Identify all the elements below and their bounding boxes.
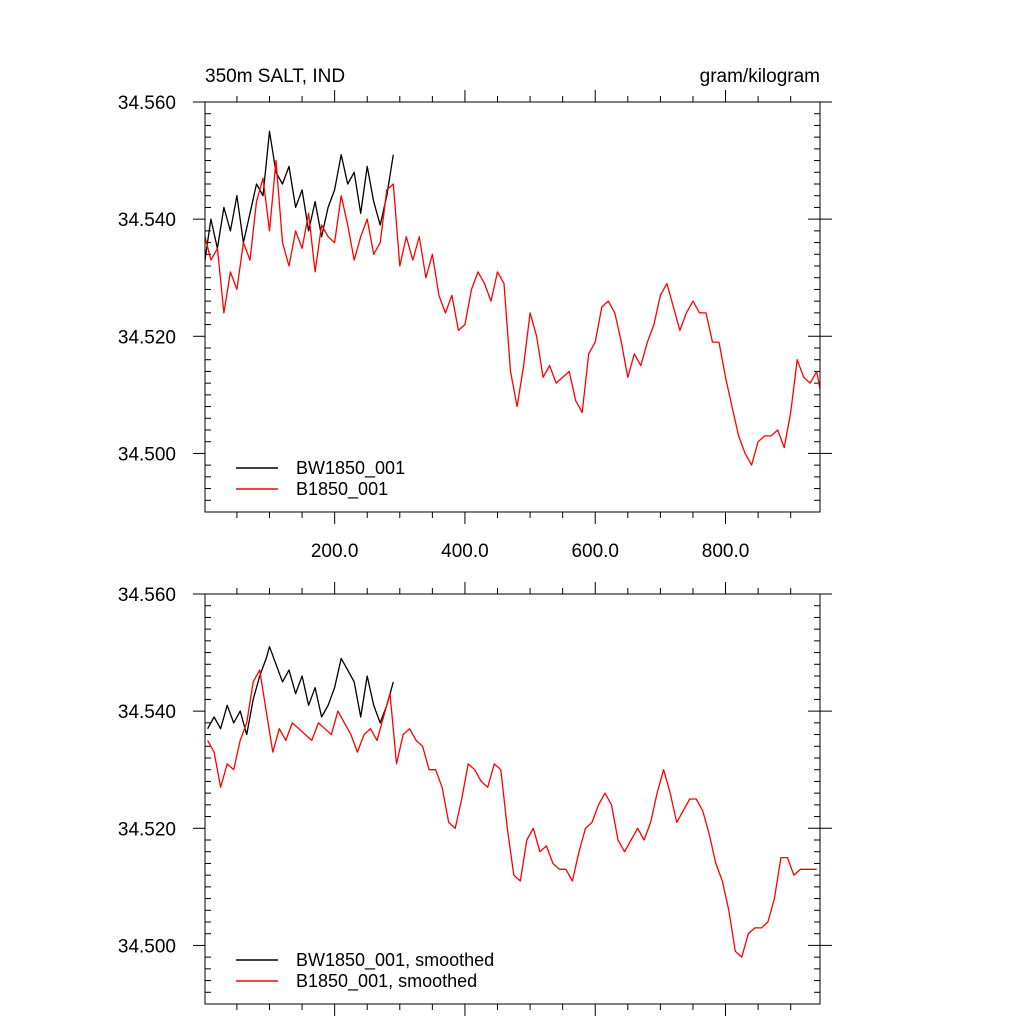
x-tick-label: 600.0: [571, 541, 619, 562]
legend-label: B1850_001: [296, 479, 388, 500]
x-tick-label: 200.0: [311, 541, 359, 562]
top-panel-frame: [204, 101, 821, 513]
panel-title-units: gram/kilogram: [700, 66, 820, 87]
series-line-b1850: [204, 159, 821, 466]
y-tick-label: 34.520: [118, 327, 176, 348]
legend-label: B1850_001, smoothed: [296, 971, 477, 992]
y-tick-label: 34.560: [118, 93, 176, 114]
y-tick-label: 34.540: [118, 702, 176, 723]
y-tick-label: 34.500: [118, 444, 176, 465]
y-tick-label: 34.500: [118, 936, 176, 957]
panel-title-left: 350m SALT, IND: [205, 66, 345, 87]
x-tick-label: 800.0: [702, 541, 750, 562]
series-line-bw1850: [204, 130, 394, 261]
top-panel-salinity-raw: 34.500 34.520 34.540 34.560 200.0 400.0 600.0 8…: [118, 90, 832, 562]
y-tick-label: 34.520: [118, 819, 176, 840]
bottom-panel-frame: [204, 593, 821, 1005]
legend-label: BW1850_001, smoothed: [296, 950, 494, 971]
x-tick-label: 400.0: [441, 541, 489, 562]
y-tick-label: 34.560: [118, 585, 176, 606]
legend-label: BW1850_001: [296, 458, 405, 479]
y-tick-label: 34.540: [118, 210, 176, 231]
bottom-panel-salinity-smoothed: 34.500 34.520 34.540 34.560 BW1850_001, smo…: [118, 582, 832, 1016]
series-line-b1850: [207, 669, 817, 958]
series-line-bw1850: [207, 646, 394, 736]
